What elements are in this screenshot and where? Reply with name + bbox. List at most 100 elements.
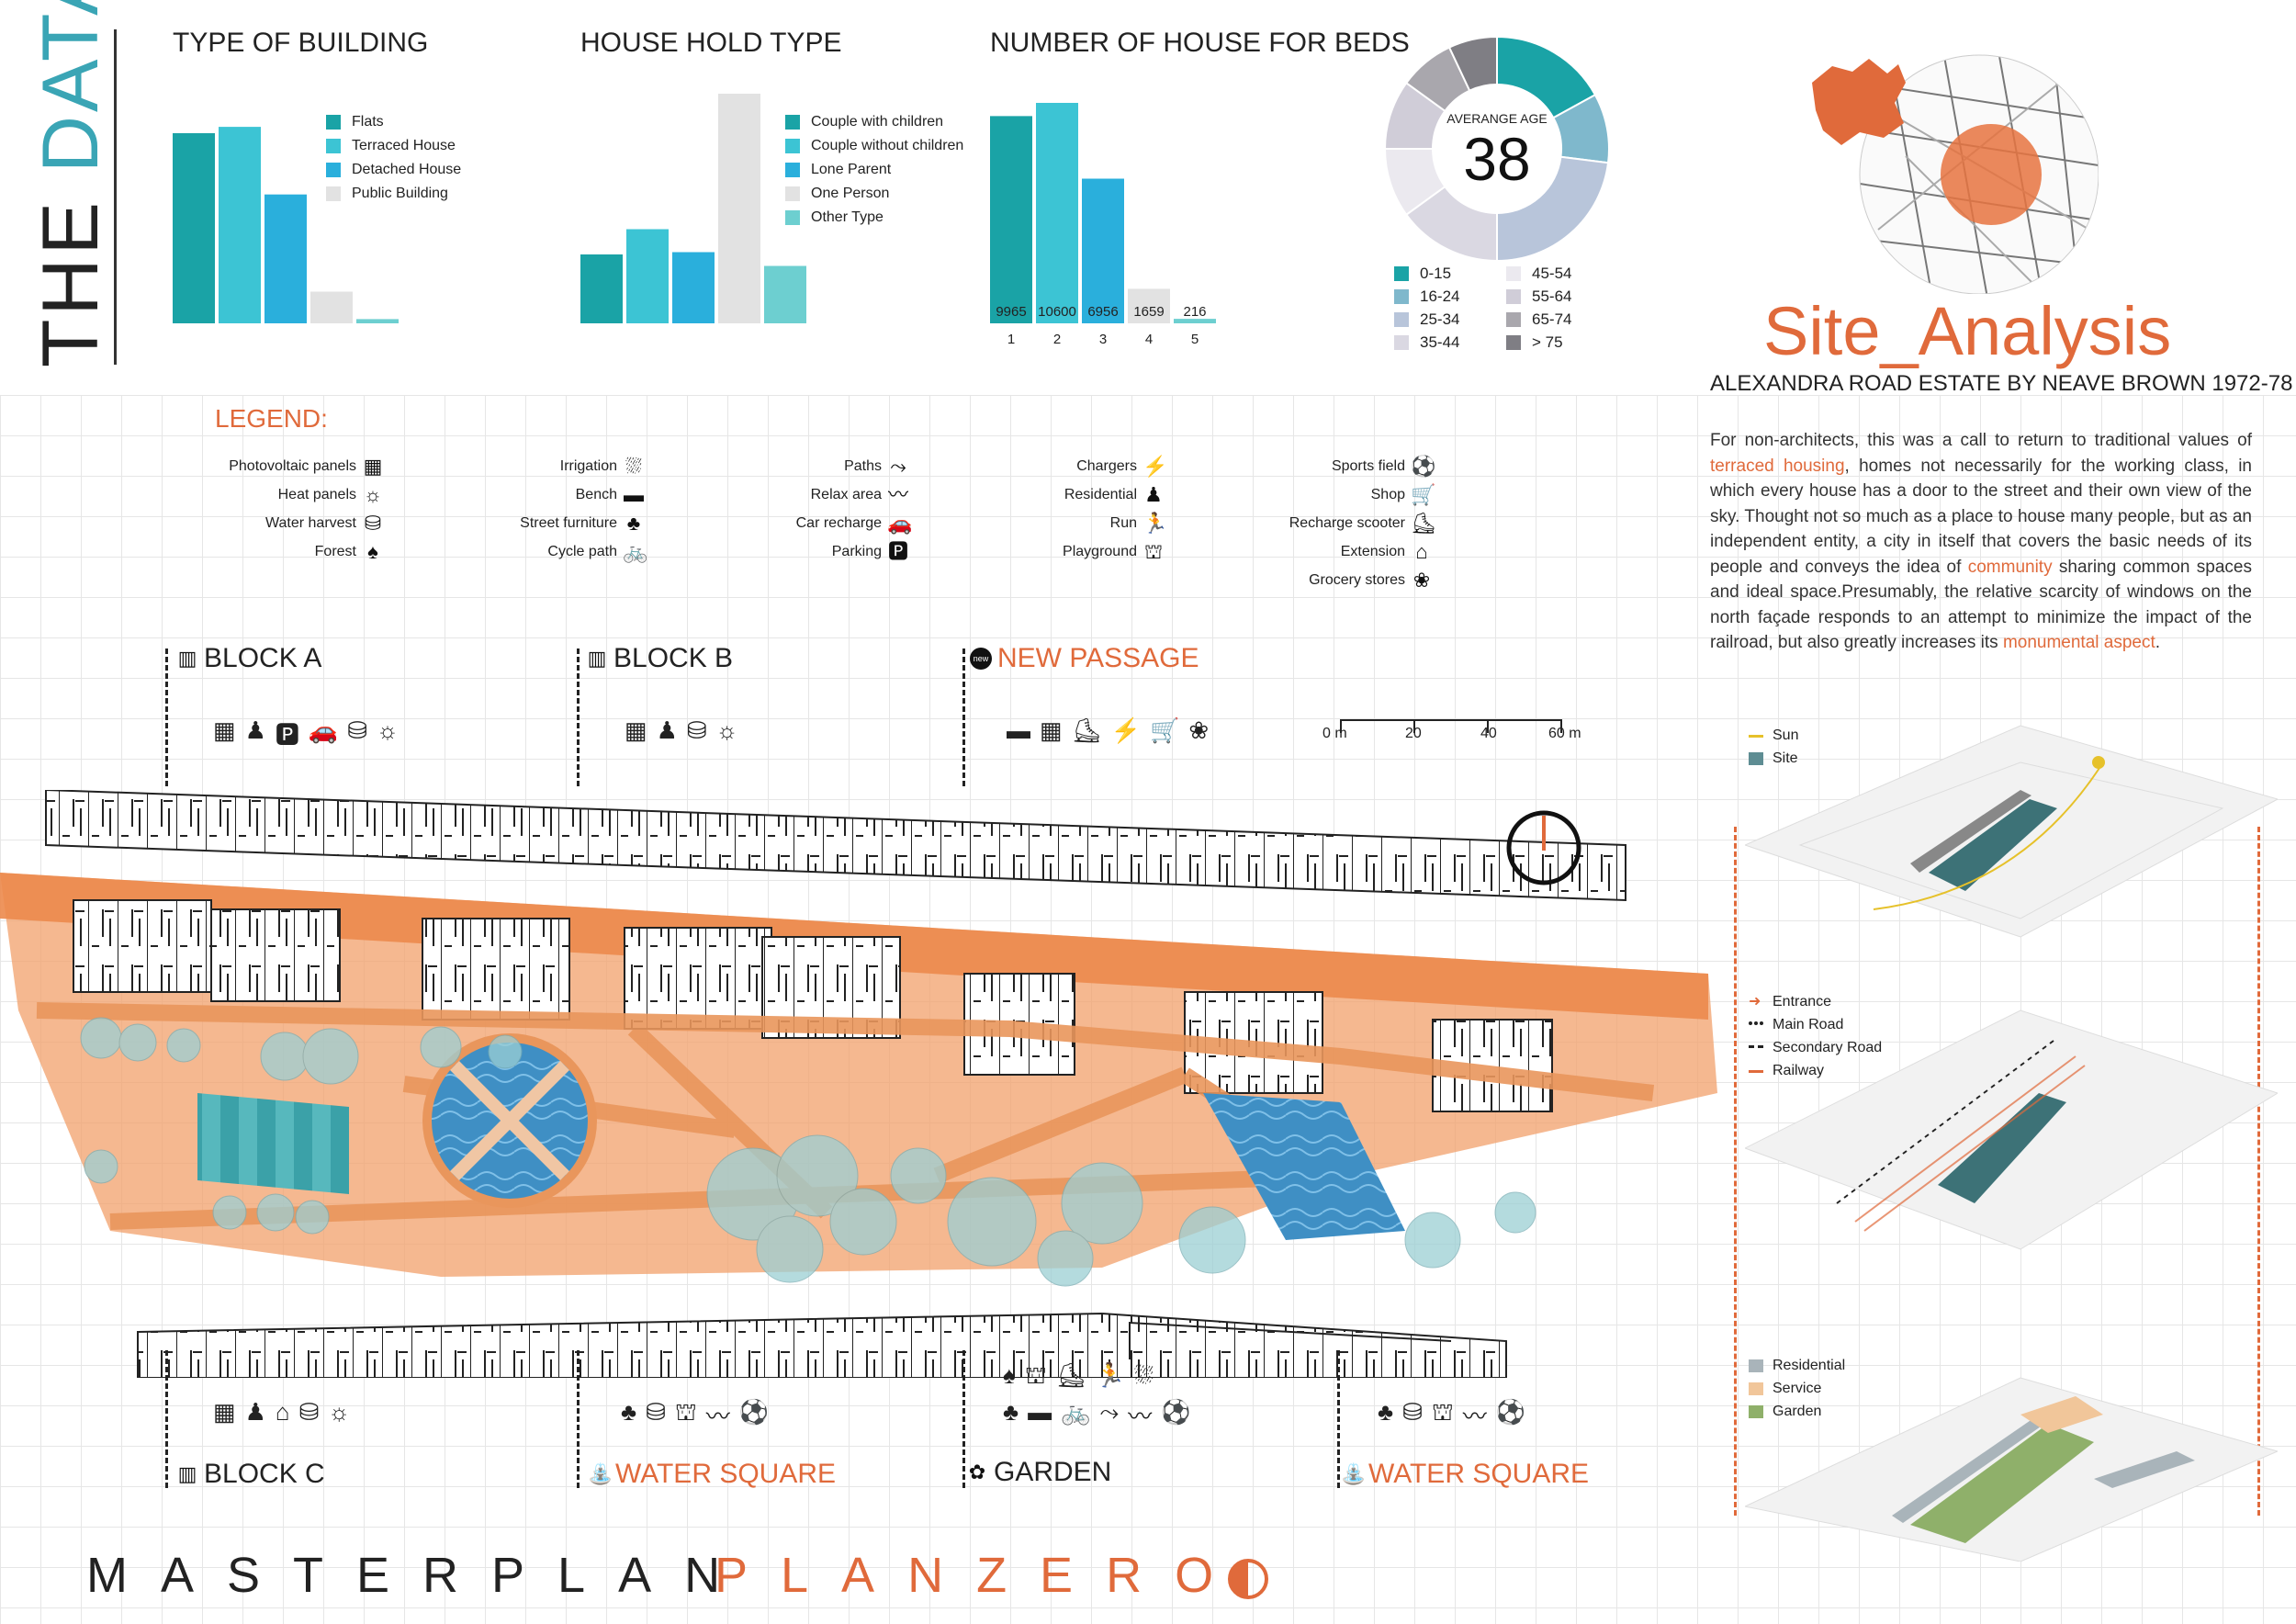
legend-item-label: Heat panels — [277, 487, 356, 502]
chart-household-title: HOUSE HOLD TYPE — [580, 28, 842, 58]
street-furniture-icon: ♣ — [626, 512, 641, 535]
legend-item-label: Chargers — [1076, 458, 1137, 474]
residential-icon: ♟ — [656, 716, 678, 744]
age-legend-entry: 0-15 — [1394, 265, 1451, 283]
legend-entry: Couple without children — [785, 138, 963, 154]
legend-swatch — [785, 186, 800, 201]
location-map — [1812, 54, 2099, 294]
legend-swatch — [1506, 335, 1521, 350]
playground-icon: ⛫ — [674, 1398, 697, 1426]
bar-3 — [310, 291, 353, 323]
charger-icon: ⚡ — [1110, 716, 1141, 744]
fountain-icon: ⛲ — [1341, 1462, 1367, 1485]
garden-label: ✿ GARDEN — [966, 1457, 1112, 1488]
water-harvest-icon: ⛁ — [1402, 1398, 1423, 1426]
legend-item: Residential ♟ — [1064, 484, 1165, 506]
street-furniture-icon: ♣ — [1378, 1398, 1394, 1426]
legend-label: 55-64 — [1532, 288, 1572, 305]
bar-4 — [1174, 319, 1216, 323]
legend-item-label: Parking — [831, 544, 882, 559]
legend-item: Relax area 〰 — [811, 484, 909, 506]
chart-household — [580, 94, 806, 323]
legend-label: 65-74 — [1532, 310, 1572, 328]
photovoltaic-icon: ▦ — [213, 716, 236, 744]
age-legend-entry: 55-64 — [1506, 288, 1571, 306]
entrance-arrow-icon: ➜ — [1749, 994, 1761, 1009]
bar-4 — [356, 319, 399, 323]
scale-label-40: 40 — [1480, 726, 1497, 741]
building-icon: ▥ — [587, 647, 607, 670]
legend-label: 45-54 — [1532, 265, 1572, 282]
masterplan-title: MASTERPLAN — [86, 1548, 754, 1603]
legend-item: Bench ▬ — [576, 484, 645, 506]
paths-icon: ⤳ — [1099, 1398, 1120, 1426]
bar-0 — [173, 133, 215, 323]
water-square-2-icons: ♣ ⛁ ⛫ 〰 ⚽ — [1378, 1398, 1525, 1432]
street-furniture-icon: ♣ — [1003, 1398, 1019, 1426]
bar-value-label: 216 — [1183, 304, 1206, 320]
chart-beds: 9965 1 10600 2 6956 3 1659 4 216 5 — [990, 103, 1216, 347]
masterplan-drawing — [0, 790, 1717, 1378]
garden-top-icons: ♠ ⛫ ⛸ 🏃 ⛆ — [1003, 1361, 1154, 1393]
new-passage-label: new NEW PASSAGE — [970, 643, 1199, 674]
sports-field-icon: ⚽ — [1161, 1398, 1191, 1426]
new-passage-marker — [962, 648, 965, 786]
legend-swatch — [1394, 266, 1409, 281]
bar-value-label: 6956 — [1087, 304, 1118, 320]
bar-category-label: 1 — [1007, 332, 1015, 347]
block-a-label: ▥ BLOCK A — [177, 643, 322, 673]
water-harvest-icon: ⛁ — [686, 716, 707, 744]
legend-label: > 75 — [1532, 333, 1563, 351]
legend-swatch — [785, 163, 800, 177]
heat-panel-icon: ☼ — [328, 1398, 351, 1426]
legend-item-label: Run — [1109, 515, 1137, 531]
legend-item-label: Water harvest — [265, 515, 356, 531]
relax-area-icon: 〰 — [1462, 1403, 1487, 1430]
new-passage-icons: ▬ ▦ ⛸ ⚡ 🛒 ❀ — [1007, 716, 1209, 745]
water-harvest-icon: ⛁ — [347, 716, 368, 744]
bar-2 — [672, 252, 715, 323]
garden-marker — [962, 1350, 965, 1488]
water-square-2-label: ⛲ WATER SQUARE — [1341, 1459, 1590, 1489]
scale-bar — [1340, 719, 1562, 733]
donut-slice-7 — [1447, 35, 1498, 92]
legend-item-label: Forest — [314, 544, 356, 559]
relax-area-icon: 〰 — [887, 483, 908, 506]
legend-item: Recharge scooter ⛸ — [1289, 513, 1436, 535]
legend-swatch — [1394, 312, 1409, 327]
legend-swatch — [1506, 266, 1521, 281]
new-badge-icon: new — [970, 648, 992, 670]
bench-icon: ▬ — [1007, 716, 1030, 744]
extension-icon: ⌂ — [275, 1398, 290, 1426]
legend-swatch — [1394, 335, 1409, 350]
donut-slice-2 — [1496, 155, 1610, 263]
playground-icon: ⛫ — [1431, 1398, 1454, 1426]
axo-use-diagram — [1745, 1377, 2278, 1562]
bar-4 — [764, 265, 806, 323]
age-legend-entry: > 75 — [1506, 333, 1563, 352]
cycle-path-icon: 🚲 — [623, 540, 648, 563]
legend-swatch — [1506, 289, 1521, 304]
bar-1 — [1036, 103, 1078, 323]
legend-item-label: Photovoltaic panels — [229, 458, 356, 474]
scale-label-0: 0 m — [1322, 726, 1347, 741]
site-swatch-icon — [1749, 752, 1763, 765]
legend-item-label: Sports field — [1331, 458, 1405, 474]
legend-entry: One Person — [785, 186, 963, 202]
legend-swatch — [326, 139, 341, 153]
legend-item: Shop 🛒 — [1371, 484, 1436, 506]
legend-item: Extension ⌂ — [1341, 541, 1433, 563]
legend-swatch — [326, 186, 341, 201]
legend-item: Water harvest ⛁ — [265, 513, 384, 535]
bar-1 — [626, 229, 669, 323]
shop-icon: 🛒 — [1149, 716, 1180, 744]
sun-line-icon — [1749, 734, 1763, 738]
legend-label: Terraced House — [352, 138, 456, 153]
fountain-icon: ⛲ — [588, 1462, 613, 1485]
legend-item: Heat panels ☼ — [278, 484, 384, 506]
bar-0 — [990, 116, 1032, 324]
bar-value-label: 9965 — [996, 304, 1026, 320]
legend-entry: Lone Parent — [785, 162, 963, 178]
legend-label: 0-15 — [1420, 265, 1452, 282]
